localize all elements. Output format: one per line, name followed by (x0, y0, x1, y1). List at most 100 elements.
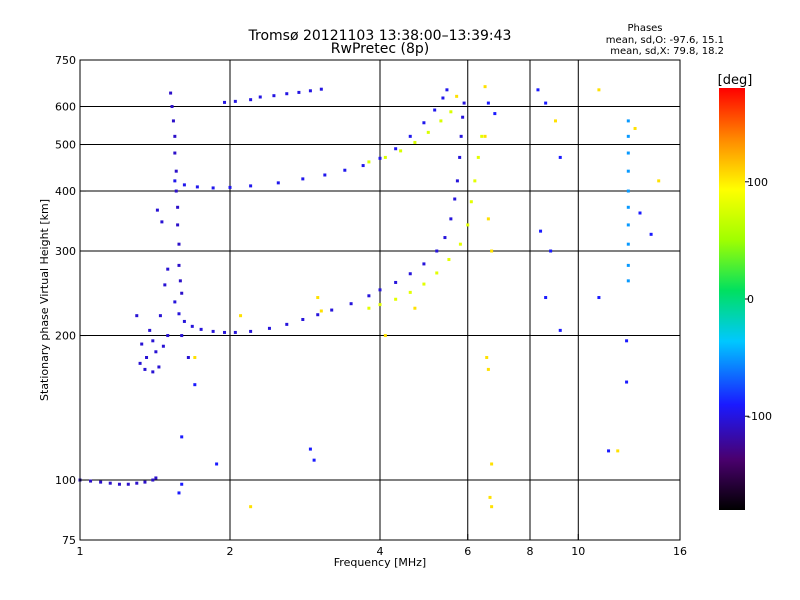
data-point (638, 211, 642, 215)
data-point (155, 208, 159, 212)
data-point (186, 355, 190, 359)
data-point (99, 480, 103, 484)
data-point (469, 200, 473, 204)
data-point (490, 462, 494, 466)
data-point (177, 491, 181, 495)
series (367, 134, 484, 310)
data-point (154, 476, 158, 480)
data-point (449, 217, 453, 221)
phase-stats-o-line: mean, sd,O: -97.6, 15.1 (606, 35, 724, 46)
chart-subtitle: RwPretec (8p) (331, 41, 429, 57)
data-point (223, 330, 227, 334)
data-point (394, 297, 398, 301)
data-point (447, 258, 451, 262)
data-point (626, 189, 630, 193)
data-point (272, 94, 276, 98)
data-point (378, 288, 382, 292)
data-point (169, 91, 173, 95)
data-point (126, 482, 130, 486)
data-point (378, 303, 382, 307)
x-tick-label: 10 (571, 545, 585, 558)
data-point (145, 355, 149, 359)
y-tick-label: 750 (55, 54, 76, 67)
phase-stats-heading: Phases (627, 23, 662, 34)
data-point (161, 344, 165, 348)
data-point (367, 294, 371, 298)
y-tick-label: 100 (55, 474, 76, 487)
series (173, 101, 466, 334)
data-point (422, 282, 426, 286)
x-tick-label: 4 (377, 545, 384, 558)
data-point (308, 447, 312, 451)
data-point (258, 95, 262, 99)
data-point (536, 88, 540, 92)
colorbar-tick-label: 100 (747, 176, 768, 189)
data-point (483, 134, 487, 138)
data-point (276, 181, 280, 185)
y-tick-label: 500 (55, 139, 76, 152)
data-point (553, 119, 557, 123)
data-point (466, 223, 470, 227)
data-point (211, 186, 215, 190)
data-point (544, 296, 548, 300)
data-point (228, 185, 232, 189)
data-point (455, 94, 459, 98)
data-point (176, 205, 180, 209)
chart-title: Tromsø 20121103 13:38:00–13:39:43 (248, 28, 512, 44)
data-point (223, 100, 227, 104)
colorbar (719, 88, 745, 510)
data-point (297, 90, 301, 94)
data-point (316, 296, 320, 300)
data-point (249, 505, 253, 509)
data-point (173, 300, 177, 304)
data-point (461, 115, 465, 119)
x-tick-label: 6 (464, 545, 471, 558)
data-point (301, 177, 305, 181)
data-point (180, 482, 184, 486)
series (223, 87, 323, 104)
colorbar-ticks: 100 0 -100 (745, 176, 772, 423)
data-point (408, 134, 412, 138)
data-point (138, 361, 142, 365)
data-point (143, 480, 147, 484)
data-point (476, 155, 480, 159)
data-point (626, 279, 630, 283)
data-point (177, 312, 181, 316)
data-point (486, 217, 490, 221)
data-point (486, 367, 490, 371)
data-point (330, 308, 334, 312)
data-point (182, 183, 186, 187)
data-point (182, 319, 186, 323)
data-point (422, 121, 426, 125)
data-point (361, 164, 365, 168)
data-point (140, 342, 144, 346)
y-tick-label: 200 (55, 330, 76, 343)
data-point (367, 306, 371, 310)
data-point (154, 350, 158, 354)
data-point (173, 179, 177, 183)
series (177, 88, 653, 495)
data-point (441, 96, 445, 100)
data-point (308, 89, 312, 93)
phase-stats-x-line: mean, sd,X: 79.8, 18.2 (610, 46, 724, 57)
data-point (195, 185, 199, 189)
data-point (151, 370, 155, 374)
data-points (78, 85, 661, 509)
data-point (312, 458, 316, 462)
data-point (626, 119, 630, 123)
data-point (435, 271, 439, 275)
data-point (174, 169, 178, 173)
series (78, 476, 158, 486)
data-point (193, 383, 197, 387)
data-point (323, 173, 327, 177)
data-point (558, 155, 562, 159)
data-point (163, 283, 167, 287)
data-point (459, 134, 463, 138)
data-point (486, 101, 490, 105)
data-point (449, 110, 453, 114)
data-point (135, 314, 139, 318)
data-point (176, 223, 180, 227)
data-point (215, 462, 219, 466)
data-point (160, 220, 164, 224)
